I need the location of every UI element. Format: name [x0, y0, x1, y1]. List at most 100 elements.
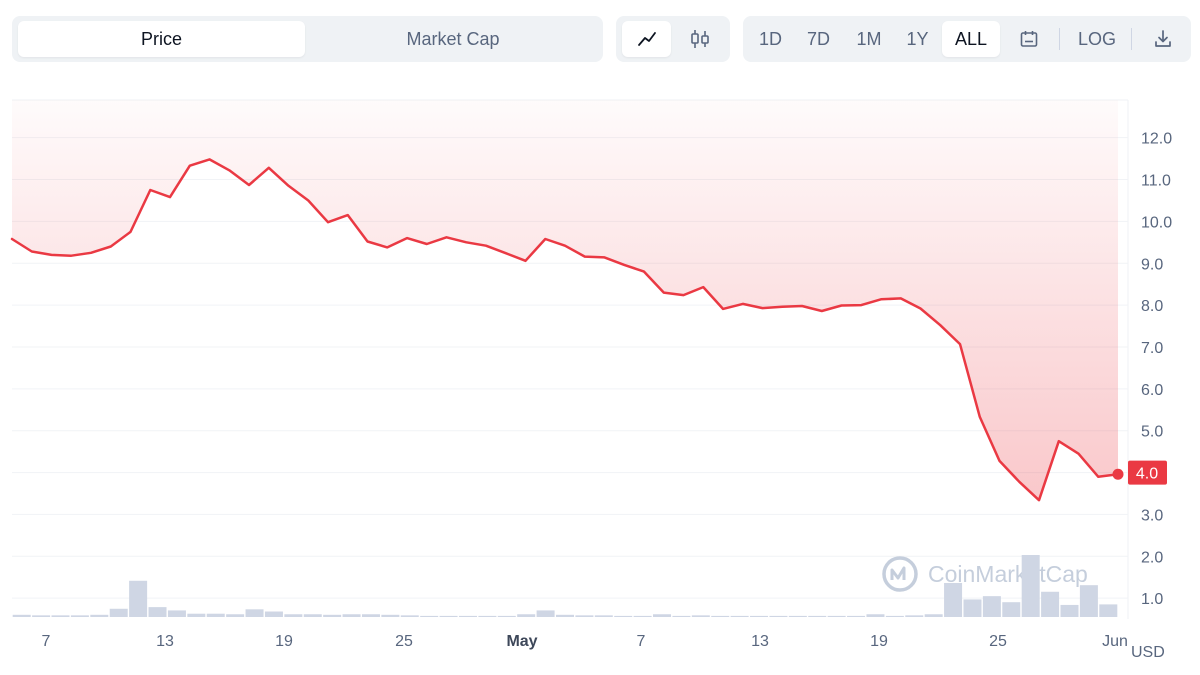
x-tick-label: 13: [156, 633, 174, 650]
y-tick-label: 12.0: [1141, 131, 1172, 148]
x-axis: 7 13 19 25 May 7 13 19 25 Jun: [42, 633, 1128, 650]
volume-bar: [439, 615, 458, 617]
volume-bar: [478, 615, 497, 617]
volume-bar: [226, 614, 245, 617]
y-tick-label: 6.0: [1141, 382, 1163, 399]
volume-bar: [167, 610, 186, 617]
range-1m-button[interactable]: 1M: [856, 28, 882, 49]
volume-bar: [245, 609, 264, 617]
y-axis-unit: USD: [1131, 644, 1165, 661]
volume-bar: [769, 615, 788, 617]
volume-bar: [556, 614, 574, 617]
range-all-button[interactable]: ALL: [942, 21, 1000, 57]
download-button[interactable]: [1140, 21, 1186, 57]
download-icon: [1155, 30, 1171, 47]
volume-bar: [1002, 602, 1021, 617]
volume-bar: [1079, 585, 1098, 617]
x-tick-label: Jun: [1102, 633, 1128, 650]
tab-market-cap[interactable]: Market Cap: [406, 28, 500, 49]
volume-bar: [381, 614, 400, 617]
volume-bar: [536, 610, 555, 617]
volume-bar: [827, 615, 846, 617]
volume-bar: [187, 613, 206, 617]
price-area: [12, 100, 1118, 501]
x-tick-label: 7: [42, 633, 51, 650]
calendar-icon: [1020, 31, 1038, 47]
volume-bar: [905, 615, 924, 617]
x-tick-label: 13: [751, 633, 769, 650]
date-range-button[interactable]: [1006, 21, 1052, 57]
volume-bar: [148, 607, 167, 617]
tab-price[interactable]: Price: [18, 21, 305, 57]
volume-bar: [575, 615, 594, 617]
volume-bar: [633, 615, 652, 617]
y-tick-label: 7.0: [1141, 340, 1163, 357]
volume-bar: [400, 615, 419, 617]
y-tick-label: 3.0: [1141, 507, 1163, 524]
y-tick-label: 9.0: [1141, 256, 1163, 273]
volume-bar: [750, 615, 769, 617]
volume-bar: [32, 615, 51, 617]
volume-bar: [866, 614, 885, 617]
y-tick-label: 1.0: [1141, 591, 1163, 608]
volume-bar: [206, 613, 225, 617]
volume-bar: [420, 615, 439, 617]
coinmarketcap-logo-icon: [882, 556, 918, 592]
volume-bar: [284, 614, 303, 617]
range-7d-button[interactable]: 7D: [806, 28, 830, 49]
x-tick-label: 25: [989, 633, 1007, 650]
current-price-dot: [1112, 468, 1124, 480]
line-chart-icon: [637, 32, 656, 46]
volume-bar: [51, 615, 70, 617]
volume-bar: [691, 615, 710, 617]
range-1y-button[interactable]: 1Y: [906, 28, 929, 49]
volume-bar: [90, 614, 109, 617]
volume-bar: [517, 614, 536, 617]
watermark: CoinMarketCap: [882, 556, 1088, 592]
volume-bar: [730, 615, 749, 617]
volume-bar: [109, 608, 128, 617]
volume-bar: [323, 614, 342, 617]
time-range-selector: 1D 7D 1M 1Y ALL LOG: [743, 16, 1191, 62]
volume-bar: [963, 599, 982, 617]
volume-bar: [1060, 604, 1079, 617]
x-tick-label: 25: [395, 633, 413, 650]
volume-bar: [497, 615, 516, 617]
volume-bar: [982, 596, 1001, 617]
chart-toolbar: Price Market Cap 1D 7D 1M 1Y ALL: [12, 16, 1192, 62]
volume-bar: [924, 614, 943, 617]
volume-bar: [672, 615, 691, 617]
watermark-text: CoinMarketCap: [928, 561, 1088, 587]
y-tick-label: 2.0: [1141, 549, 1163, 566]
volume-bar: [303, 614, 322, 617]
x-tick-label: 7: [637, 633, 646, 650]
volume-bar: [614, 615, 633, 617]
y-tick-label: 8.0: [1141, 298, 1163, 315]
price-line: [10, 158, 1120, 502]
candlestick-chart-icon: [690, 30, 709, 48]
y-tick-label: 10.0: [1141, 214, 1172, 231]
volume-bar: [1099, 604, 1118, 617]
log-scale-button[interactable]: LOG: [1077, 28, 1116, 49]
y-axis: 1.02.03.04.05.06.07.08.09.010.011.012.0: [1141, 131, 1172, 608]
coinmarketcap-logo-mark: [890, 566, 906, 580]
y-tick-label: 11.0: [1141, 173, 1171, 190]
range-1d-button[interactable]: 1D: [758, 28, 782, 49]
x-tick-label: May: [506, 633, 537, 650]
line-chart-button[interactable]: [622, 21, 671, 57]
volume-bar: [361, 614, 380, 617]
x-tick-label: 19: [870, 633, 888, 650]
candlestick-chart-button[interactable]: [675, 21, 724, 57]
volume-bar: [70, 615, 89, 617]
volume-bar: [653, 614, 672, 617]
toolbar-divider: [1131, 28, 1132, 50]
volume-bar: [944, 582, 963, 617]
volume-bar: [1021, 555, 1040, 617]
volume-bar: [342, 614, 361, 617]
volume-bar: [711, 615, 730, 617]
volume-bars: [12, 555, 1118, 617]
toolbar-divider: [1059, 28, 1060, 50]
chart-type-toggle: [616, 16, 730, 62]
